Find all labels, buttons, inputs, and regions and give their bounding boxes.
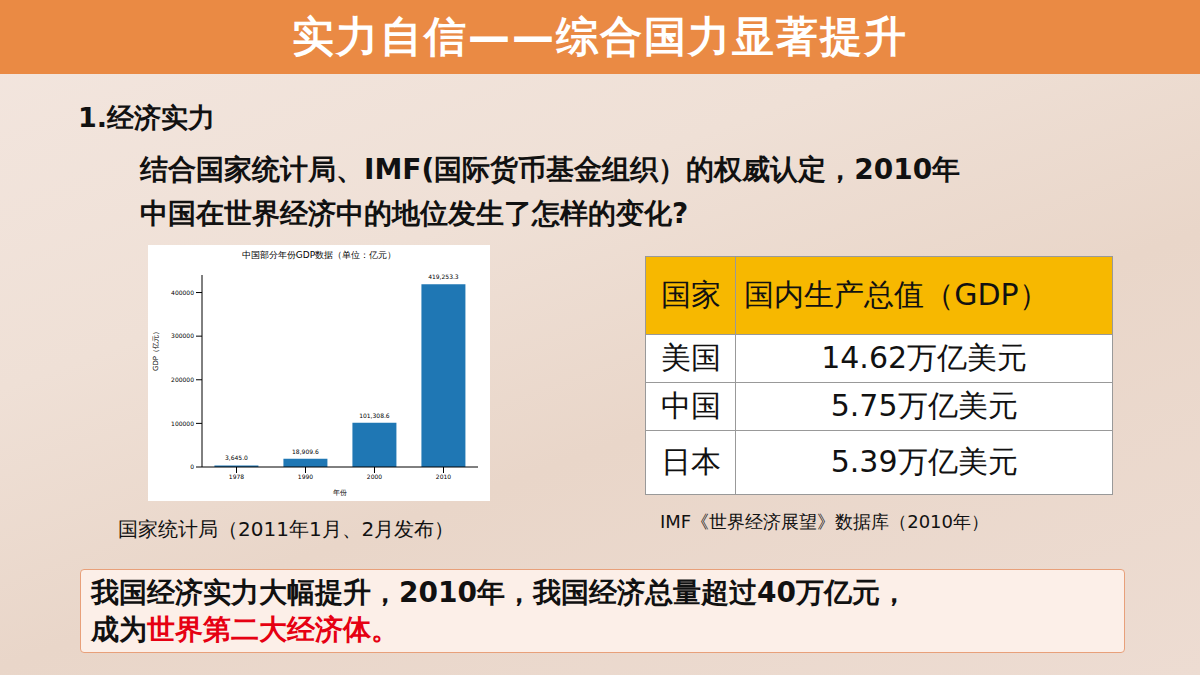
- svg-text:3,645.0: 3,645.0: [225, 454, 248, 461]
- html-text:国家统计局（2011年1月、2月发布）: 国家统计局（2011年1月、2月发布）: [118, 517, 455, 541]
- svg-text:1978: 1978: [229, 473, 244, 480]
- svg-text:400000: 400000: [171, 289, 194, 296]
- svg-text:1990: 1990: [298, 473, 313, 480]
- html-text:中国在世界经济中的地位发生了怎样的变化?: 中国在世界经济中的地位发生了怎样的变化?: [140, 197, 689, 230]
- svg-text:18,909.6: 18,909.6: [292, 448, 319, 455]
- html-text:实力自信——综合国力显著提升: 实力自信——综合国力显著提升: [292, 12, 908, 61]
- html-text:国家: 国家: [660, 277, 721, 312]
- svg-text:年份: 年份: [333, 489, 347, 497]
- html-text:结合国家统计局、IMF(国际货币基金组织）的权威认定，201: 结合国家统计局、IMF(国际货币基金组织）的权威认定，2010年: [140, 153, 961, 186]
- svg-text:2000: 2000: [367, 473, 382, 480]
- svg-text:0: 0: [190, 463, 194, 470]
- html-text:5.39万亿美元: 5.39万亿美元: [830, 444, 1018, 479]
- svg-text:2010: 2010: [436, 473, 451, 480]
- html-text:5.75万亿美元: 5.75万亿美元: [830, 388, 1018, 423]
- html-text:IMF《世界经济展望》数据库（2010年）: IMF《世界经济展望》数据库（2010年）: [660, 511, 989, 532]
- html-text:14.62万亿美元: 14.62万亿美元: [821, 340, 1028, 375]
- svg-text:100000: 100000: [171, 420, 194, 427]
- html-text:美国: 美国: [660, 340, 721, 375]
- svg-text:GDP（亿元）: GDP（亿元）: [152, 328, 160, 371]
- svg-text:300000: 300000: [171, 332, 194, 339]
- html-text:我国经济实力大幅提升，2010年，我国经济总量超过40万亿元: 我国经济实力大幅提升，2010年，我国经济总量超过40万亿元，: [91, 576, 908, 609]
- html-text:日本: 日本: [660, 444, 721, 479]
- svg-text:101,308.6: 101,308.6: [359, 412, 390, 419]
- svg-text:419,253.3: 419,253.3: [428, 273, 459, 280]
- html-text:中国部分年份GDP数据（单位：亿元）: 中国部分年份GDP数据（单位：亿元）: [241, 250, 397, 260]
- html-text:国内生产总值（GDP）: 国内生产总值（GDP）: [744, 277, 1049, 312]
- html-text:成为世界第二大经济体。: 成为世界第二大经济体。: [91, 613, 399, 646]
- svg-text:200000: 200000: [171, 376, 194, 383]
- html-text:1.经济实力: 1.经济实力: [78, 102, 215, 133]
- html-text:中国: 中国: [660, 388, 721, 423]
